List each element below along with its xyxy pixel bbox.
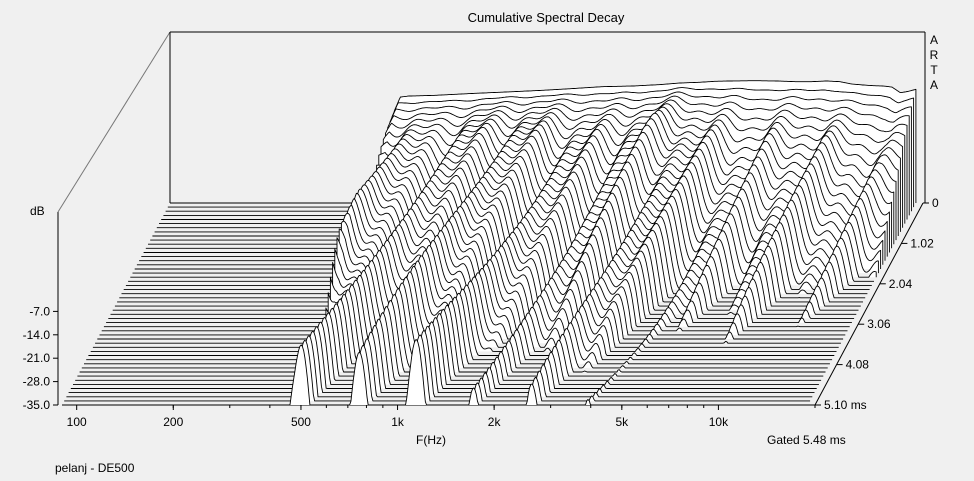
decay-slice [125,191,872,286]
decay-slice [167,87,915,208]
decay-slice-fill [77,306,824,377]
z-tick-label: 2.04 [889,277,913,291]
y-tick-label: -7.0 [29,304,50,318]
decay-slice-fill [121,201,868,294]
x-tick-label: 10k [709,415,729,429]
x-tick-label: 1k [391,415,405,429]
decay-slice [132,176,879,274]
z-tick-label: 3.06 [867,317,891,331]
brand-letter: R [930,48,939,62]
decay-slice-fill [79,300,826,372]
x-tick-label: 2k [488,415,502,429]
x-tick-label: 500 [291,415,311,429]
x-axis-label: F(Hz) [416,433,446,447]
decay-slice [62,339,808,406]
y-tick-label: -28.0 [23,375,51,389]
decay-slice-fill [81,294,828,368]
decay-slice [161,99,908,220]
decay-slice [64,334,811,402]
z-tick-label: 4.08 [846,358,870,372]
decay-slice [119,205,866,299]
y-tick-label: -21.0 [23,351,51,365]
y-tick-label: -35.0 [23,398,51,412]
decay-slice [68,325,815,394]
decay-slice [128,186,874,282]
decay-slices [62,80,917,406]
decay-slice [66,330,813,398]
decay-slice [123,196,870,291]
decay-slice [77,306,824,377]
decay-slice [159,103,906,225]
decay-slice [163,95,910,216]
x-tick-label: 200 [163,415,183,429]
left-depth-edge [57,31,171,213]
z-tick-label: 0 [932,196,939,210]
y-tick-label: -14.0 [23,328,51,342]
decay-slice-fill [123,196,870,290]
axes: 100 200 500 1k 2k 5k 10k -7.0 -14.0 -21.0 -28.0 -35… [23,196,939,429]
brand-letter: A [930,33,938,47]
decay-slice-fill [75,312,822,381]
decay-slice [165,91,912,212]
decay-slice [79,300,826,373]
decay-slice [154,109,901,233]
x-tick-label: 100 [67,415,87,429]
z-tick-label: 1.02 [910,236,934,250]
decay-slice [75,312,822,381]
z-axis-line [814,202,924,406]
z-tick-label: 5.10 ms [824,398,867,412]
y-axis-label: dB [30,204,45,218]
decay-slice [130,181,877,278]
caption: pelanj - DE500 [55,461,135,475]
decay-slice [73,317,819,385]
x-tick-label: 5k [615,415,629,429]
brand-letter: T [930,63,938,77]
decay-slice [121,201,868,295]
decay-slice [156,106,904,229]
decay-slice [70,321,817,389]
decay-slice [134,169,882,270]
brand-letter: A [930,78,938,92]
decay-slice [81,293,828,369]
gated-note: Gated 5.48 ms [767,433,846,447]
chart-title: Cumulative Spectral Decay [468,10,625,25]
decay-slice [170,80,917,204]
